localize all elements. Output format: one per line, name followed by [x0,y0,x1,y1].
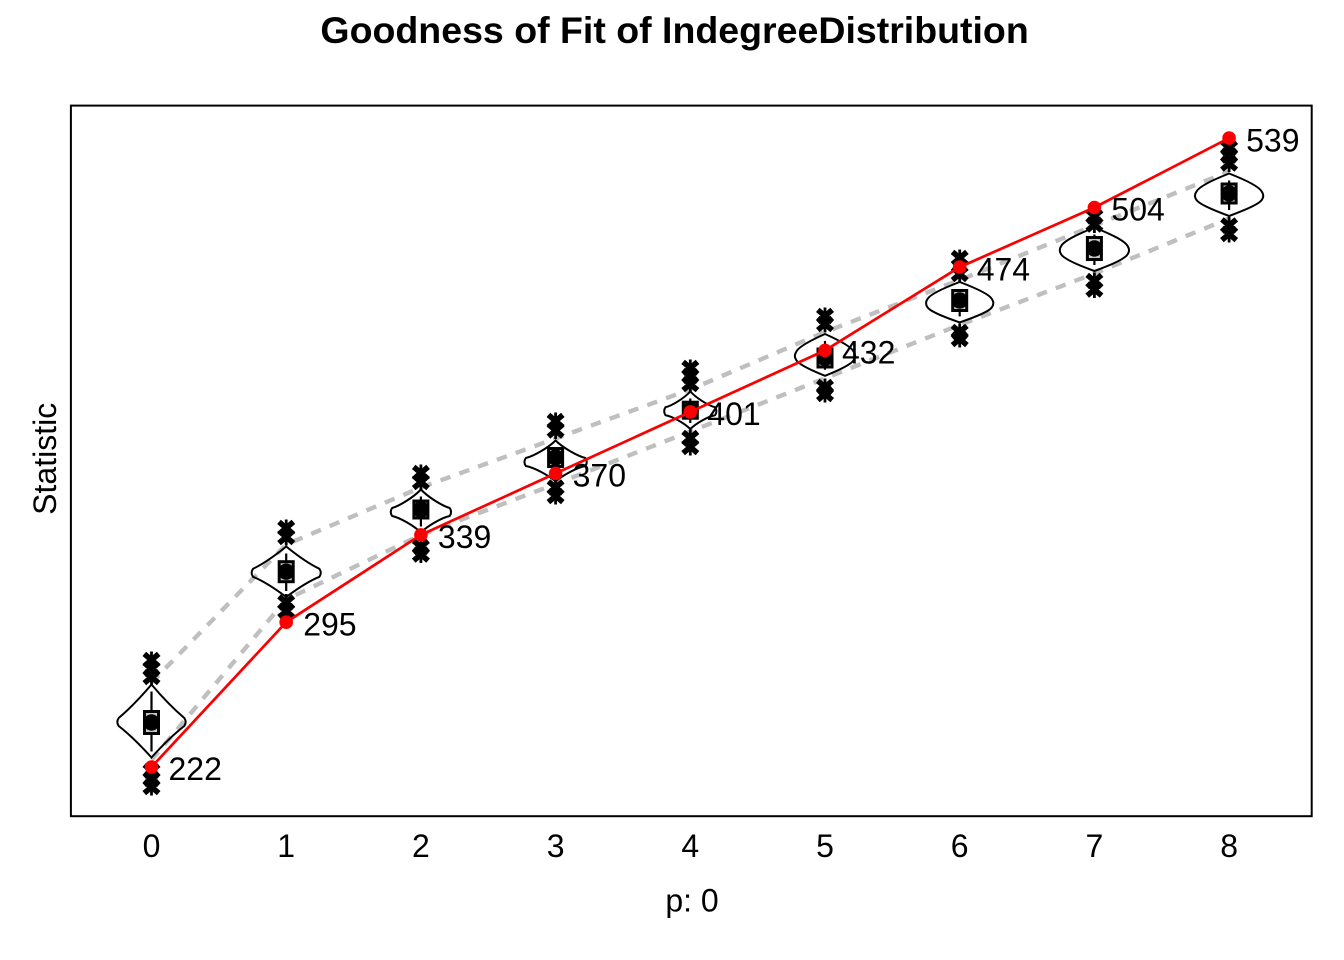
svg-text:370: 370 [573,458,626,494]
svg-text:6: 6 [951,828,969,864]
svg-text:222: 222 [169,751,222,787]
svg-text:539: 539 [1246,122,1299,158]
svg-text:295: 295 [303,606,356,642]
svg-text:1: 1 [277,828,295,864]
svg-text:0: 0 [143,828,161,864]
svg-text:Goodness of Fit of IndegreeDis: Goodness of Fit of IndegreeDistribution [320,9,1028,51]
svg-text:Statistic: Statistic [27,403,63,515]
svg-text:3: 3 [547,828,565,864]
svg-text:p: 0: p: 0 [665,883,718,919]
svg-text:4: 4 [681,828,699,864]
svg-text:339: 339 [438,519,491,555]
svg-text:401: 401 [707,396,760,432]
svg-text:432: 432 [842,335,895,371]
svg-text:474: 474 [977,251,1030,287]
svg-text:8: 8 [1220,828,1238,864]
svg-text:5: 5 [816,828,834,864]
svg-text:504: 504 [1111,192,1164,228]
svg-text:2: 2 [412,828,430,864]
svg-text:7: 7 [1086,828,1104,864]
